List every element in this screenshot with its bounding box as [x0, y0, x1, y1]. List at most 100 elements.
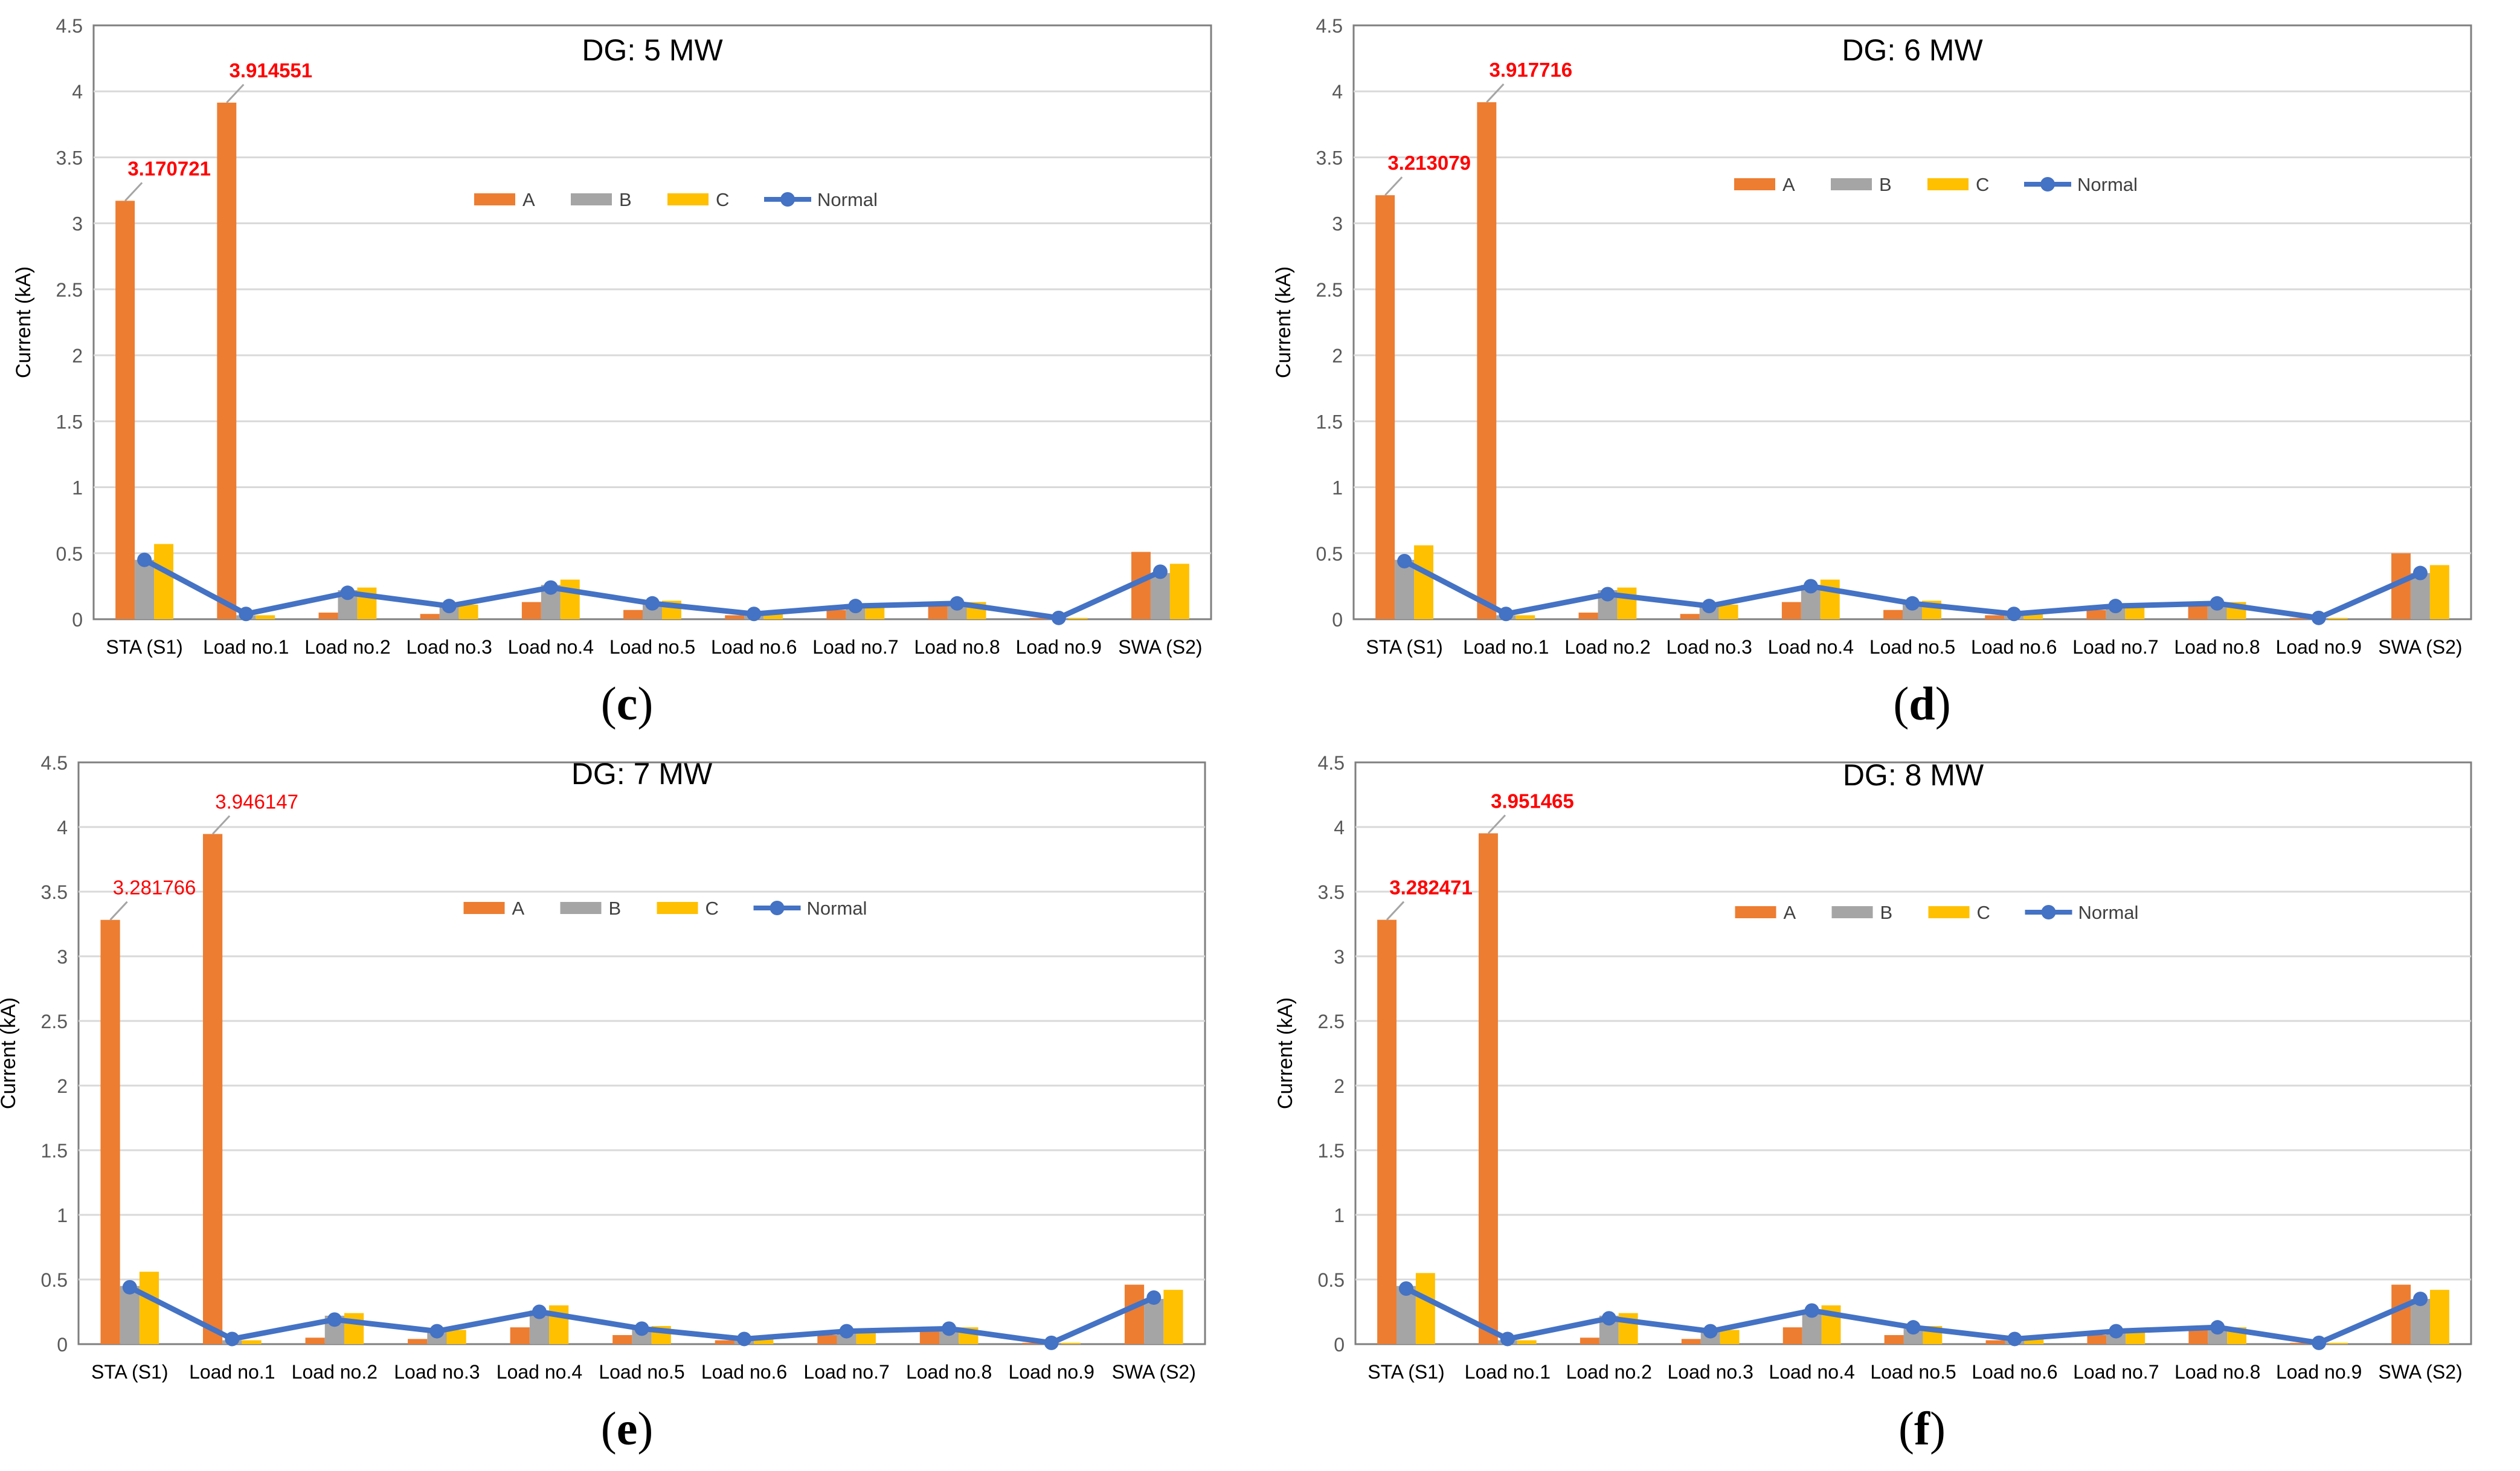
bar-a [928, 604, 948, 619]
y-axis-label: Current (kA) [12, 266, 35, 378]
chart-title: DG: 5 MW [582, 33, 723, 67]
bar-a [1022, 1342, 1042, 1344]
legend-label: A [1784, 902, 1796, 923]
bar-c [1061, 1342, 1081, 1344]
legend-label: B [1879, 174, 1892, 195]
annotation-label: 3.946147 [215, 791, 298, 813]
y-tick-label: 2 [1332, 345, 1343, 367]
legend-label: A [522, 189, 535, 210]
bar-c [2329, 1342, 2348, 1344]
x-tick-label: Load no.8 [2174, 1361, 2260, 1383]
point-normal [1906, 1320, 1921, 1335]
bar-a [1883, 610, 1903, 619]
bar-c [1169, 564, 1189, 619]
bar-a [1029, 617, 1049, 619]
legend-swatch-b [571, 193, 612, 205]
legend-label: A [1782, 174, 1795, 195]
y-tick-label: 4.5 [1316, 15, 1343, 37]
x-tick-label: Load no.4 [1768, 636, 1854, 658]
point-normal [1600, 587, 1615, 602]
y-tick-label: 2.5 [41, 1011, 68, 1032]
y-tick-label: 0.5 [1318, 1269, 1345, 1291]
legend-swatch-b [1831, 178, 1872, 190]
y-tick-label: 0 [1334, 1334, 1345, 1356]
annotation-leader [124, 182, 143, 202]
bar-c [2125, 606, 2145, 619]
bar-c [865, 606, 885, 619]
legend-label: Normal [807, 898, 867, 919]
x-tick-label: Load no.7 [812, 636, 898, 658]
y-tick-label: 1.5 [1318, 1140, 1345, 1162]
bar-a [2188, 604, 2208, 619]
bar-a [305, 1337, 325, 1344]
x-tick-label: Load no.3 [1668, 1361, 1753, 1383]
legend-label: C [1977, 902, 1990, 923]
bar-c [1718, 604, 1738, 619]
bar-c [763, 614, 783, 619]
y-tick-label: 0.5 [56, 543, 83, 565]
y-tick-label: 3.5 [56, 147, 83, 169]
point-normal [1703, 1324, 1718, 1339]
point-normal [239, 607, 254, 622]
y-tick-label: 4 [57, 817, 68, 839]
y-tick-label: 1.5 [1316, 411, 1343, 433]
subfigure-label-c: (c) [600, 677, 654, 730]
bar-a [1985, 615, 2005, 619]
point-normal [1499, 607, 1514, 622]
legend-label: C [1976, 174, 1989, 195]
bar-a [919, 1330, 940, 1344]
annotation-label: 3.170721 [127, 157, 211, 179]
legend-label: B [1880, 902, 1893, 923]
bar-c [754, 1339, 774, 1344]
bar-c [154, 544, 174, 619]
point-normal [848, 599, 863, 614]
x-tick-label: STA (S1) [1366, 636, 1442, 658]
x-tick-label: Load no.6 [701, 1361, 787, 1383]
y-tick-label: 3 [1334, 946, 1345, 968]
point-normal [2210, 1320, 2225, 1335]
annotation-label: 3.951465 [1491, 790, 1574, 812]
x-tick-label: Load no.8 [2174, 636, 2260, 658]
y-tick-label: 1 [1334, 1205, 1345, 1226]
point-normal [2311, 610, 2326, 625]
annotation-leader [1386, 901, 1405, 921]
bar-a [1985, 1340, 2005, 1344]
annotation-leader [212, 815, 231, 835]
point-normal [1702, 599, 1717, 614]
bar-b [2411, 1299, 2430, 1344]
bar-c [1820, 579, 1840, 619]
legend-swatch-a [463, 902, 505, 914]
point-normal [2412, 565, 2428, 581]
point-normal [1044, 1335, 1059, 1350]
point-normal [1152, 564, 1168, 579]
bar-c [1720, 1330, 1740, 1344]
x-tick-label: SWA (S2) [1118, 636, 1202, 658]
x-tick-label: Load no.2 [292, 1361, 378, 1383]
point-normal [1051, 610, 1066, 625]
bar-a [2086, 610, 2106, 619]
x-tick-label: Load no.9 [1016, 636, 1102, 658]
x-tick-label: Load no.2 [1564, 636, 1650, 658]
y-tick-label: 3.5 [41, 881, 68, 903]
x-tick-label: Load no.5 [599, 1361, 684, 1383]
bar-c [1414, 545, 1434, 619]
x-tick-label: Load no.4 [497, 1361, 582, 1383]
legend-swatch-b [560, 902, 602, 914]
chart-title: DG: 7 MW [571, 757, 713, 791]
x-tick-label: Load no.3 [1666, 636, 1752, 658]
point-normal [942, 1321, 957, 1336]
point-normal [2210, 596, 2225, 611]
legend-label: Normal [2077, 174, 2138, 195]
bar-c [2023, 614, 2043, 619]
legend-swatch-normal-marker [2040, 177, 2055, 192]
bar-b [1150, 573, 1170, 619]
y-tick-label: 4.5 [56, 15, 83, 37]
chart-title: DG: 8 MW [1843, 758, 1984, 792]
bar-a [817, 1335, 837, 1344]
point-normal [2007, 1331, 2022, 1347]
x-tick-label: Load no.3 [406, 636, 492, 658]
x-tick-label: Load no.3 [394, 1361, 480, 1383]
x-tick-label: STA (S1) [1368, 1361, 1444, 1383]
y-tick-label: 0.5 [41, 1269, 68, 1291]
